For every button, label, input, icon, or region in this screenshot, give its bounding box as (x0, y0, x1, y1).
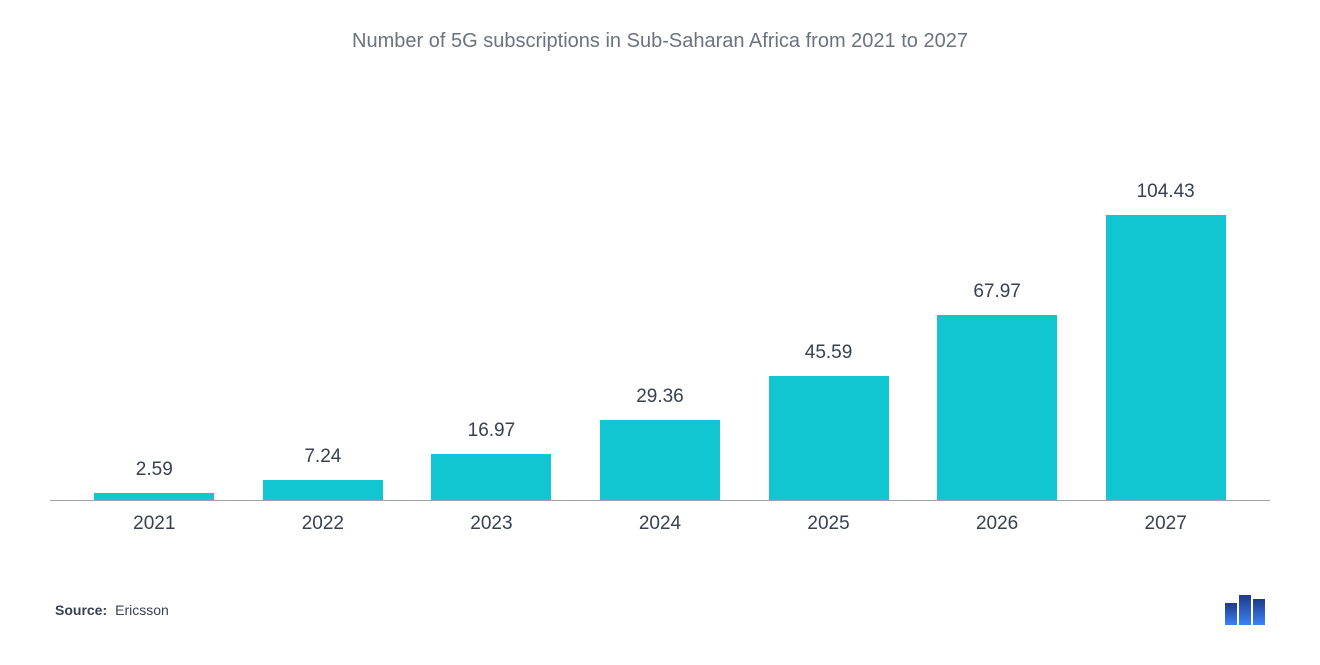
bar-group: 104.43 (1101, 113, 1231, 500)
bar-value-label: 16.97 (468, 420, 516, 442)
brand-logo (1225, 595, 1265, 625)
source-label: Source: (55, 602, 107, 618)
x-axis-label: 2021 (89, 513, 219, 535)
bar-group: 29.36 (595, 113, 725, 500)
chart-title: Number of 5G subscriptions in Sub-Sahara… (50, 30, 1270, 53)
bar-group: 67.97 (932, 113, 1062, 500)
bar-value-label: 29.36 (636, 386, 684, 408)
chart-container: Number of 5G subscriptions in Sub-Sahara… (0, 0, 1320, 665)
footer-row: Source: Ericsson (50, 595, 1270, 625)
bar-value-label: 2.59 (136, 459, 173, 481)
x-axis-label: 2022 (258, 513, 388, 535)
x-axis-label: 2023 (426, 513, 556, 535)
bar-value-label: 45.59 (805, 342, 853, 364)
bar (600, 420, 720, 500)
logo-bar (1225, 603, 1237, 625)
bar-value-label: 67.97 (973, 281, 1021, 303)
bar-group: 7.24 (258, 113, 388, 500)
logo-bar (1253, 599, 1265, 625)
x-axis-label: 2026 (932, 513, 1062, 535)
x-axis-labels: 2021 2022 2023 2024 2025 2026 2027 (50, 501, 1270, 535)
bar-group: 2.59 (89, 113, 219, 500)
bar (263, 480, 383, 500)
bar (1106, 215, 1226, 500)
x-axis-label: 2027 (1101, 513, 1231, 535)
bar-group: 45.59 (764, 113, 894, 500)
x-axis-label: 2024 (595, 513, 725, 535)
bar-value-label: 7.24 (304, 446, 341, 468)
bar (94, 493, 214, 500)
bar-value-label: 104.43 (1137, 181, 1195, 203)
source-name: Ericsson (115, 602, 169, 618)
bar (769, 376, 889, 500)
plot-area: 2.59 7.24 16.97 29.36 45.59 67.97 104.43 (50, 113, 1270, 501)
logo-bar (1239, 595, 1251, 625)
x-axis-label: 2025 (764, 513, 894, 535)
source-citation: Source: Ericsson (55, 602, 169, 618)
bar (431, 454, 551, 500)
bar (937, 315, 1057, 500)
bar-group: 16.97 (426, 113, 556, 500)
